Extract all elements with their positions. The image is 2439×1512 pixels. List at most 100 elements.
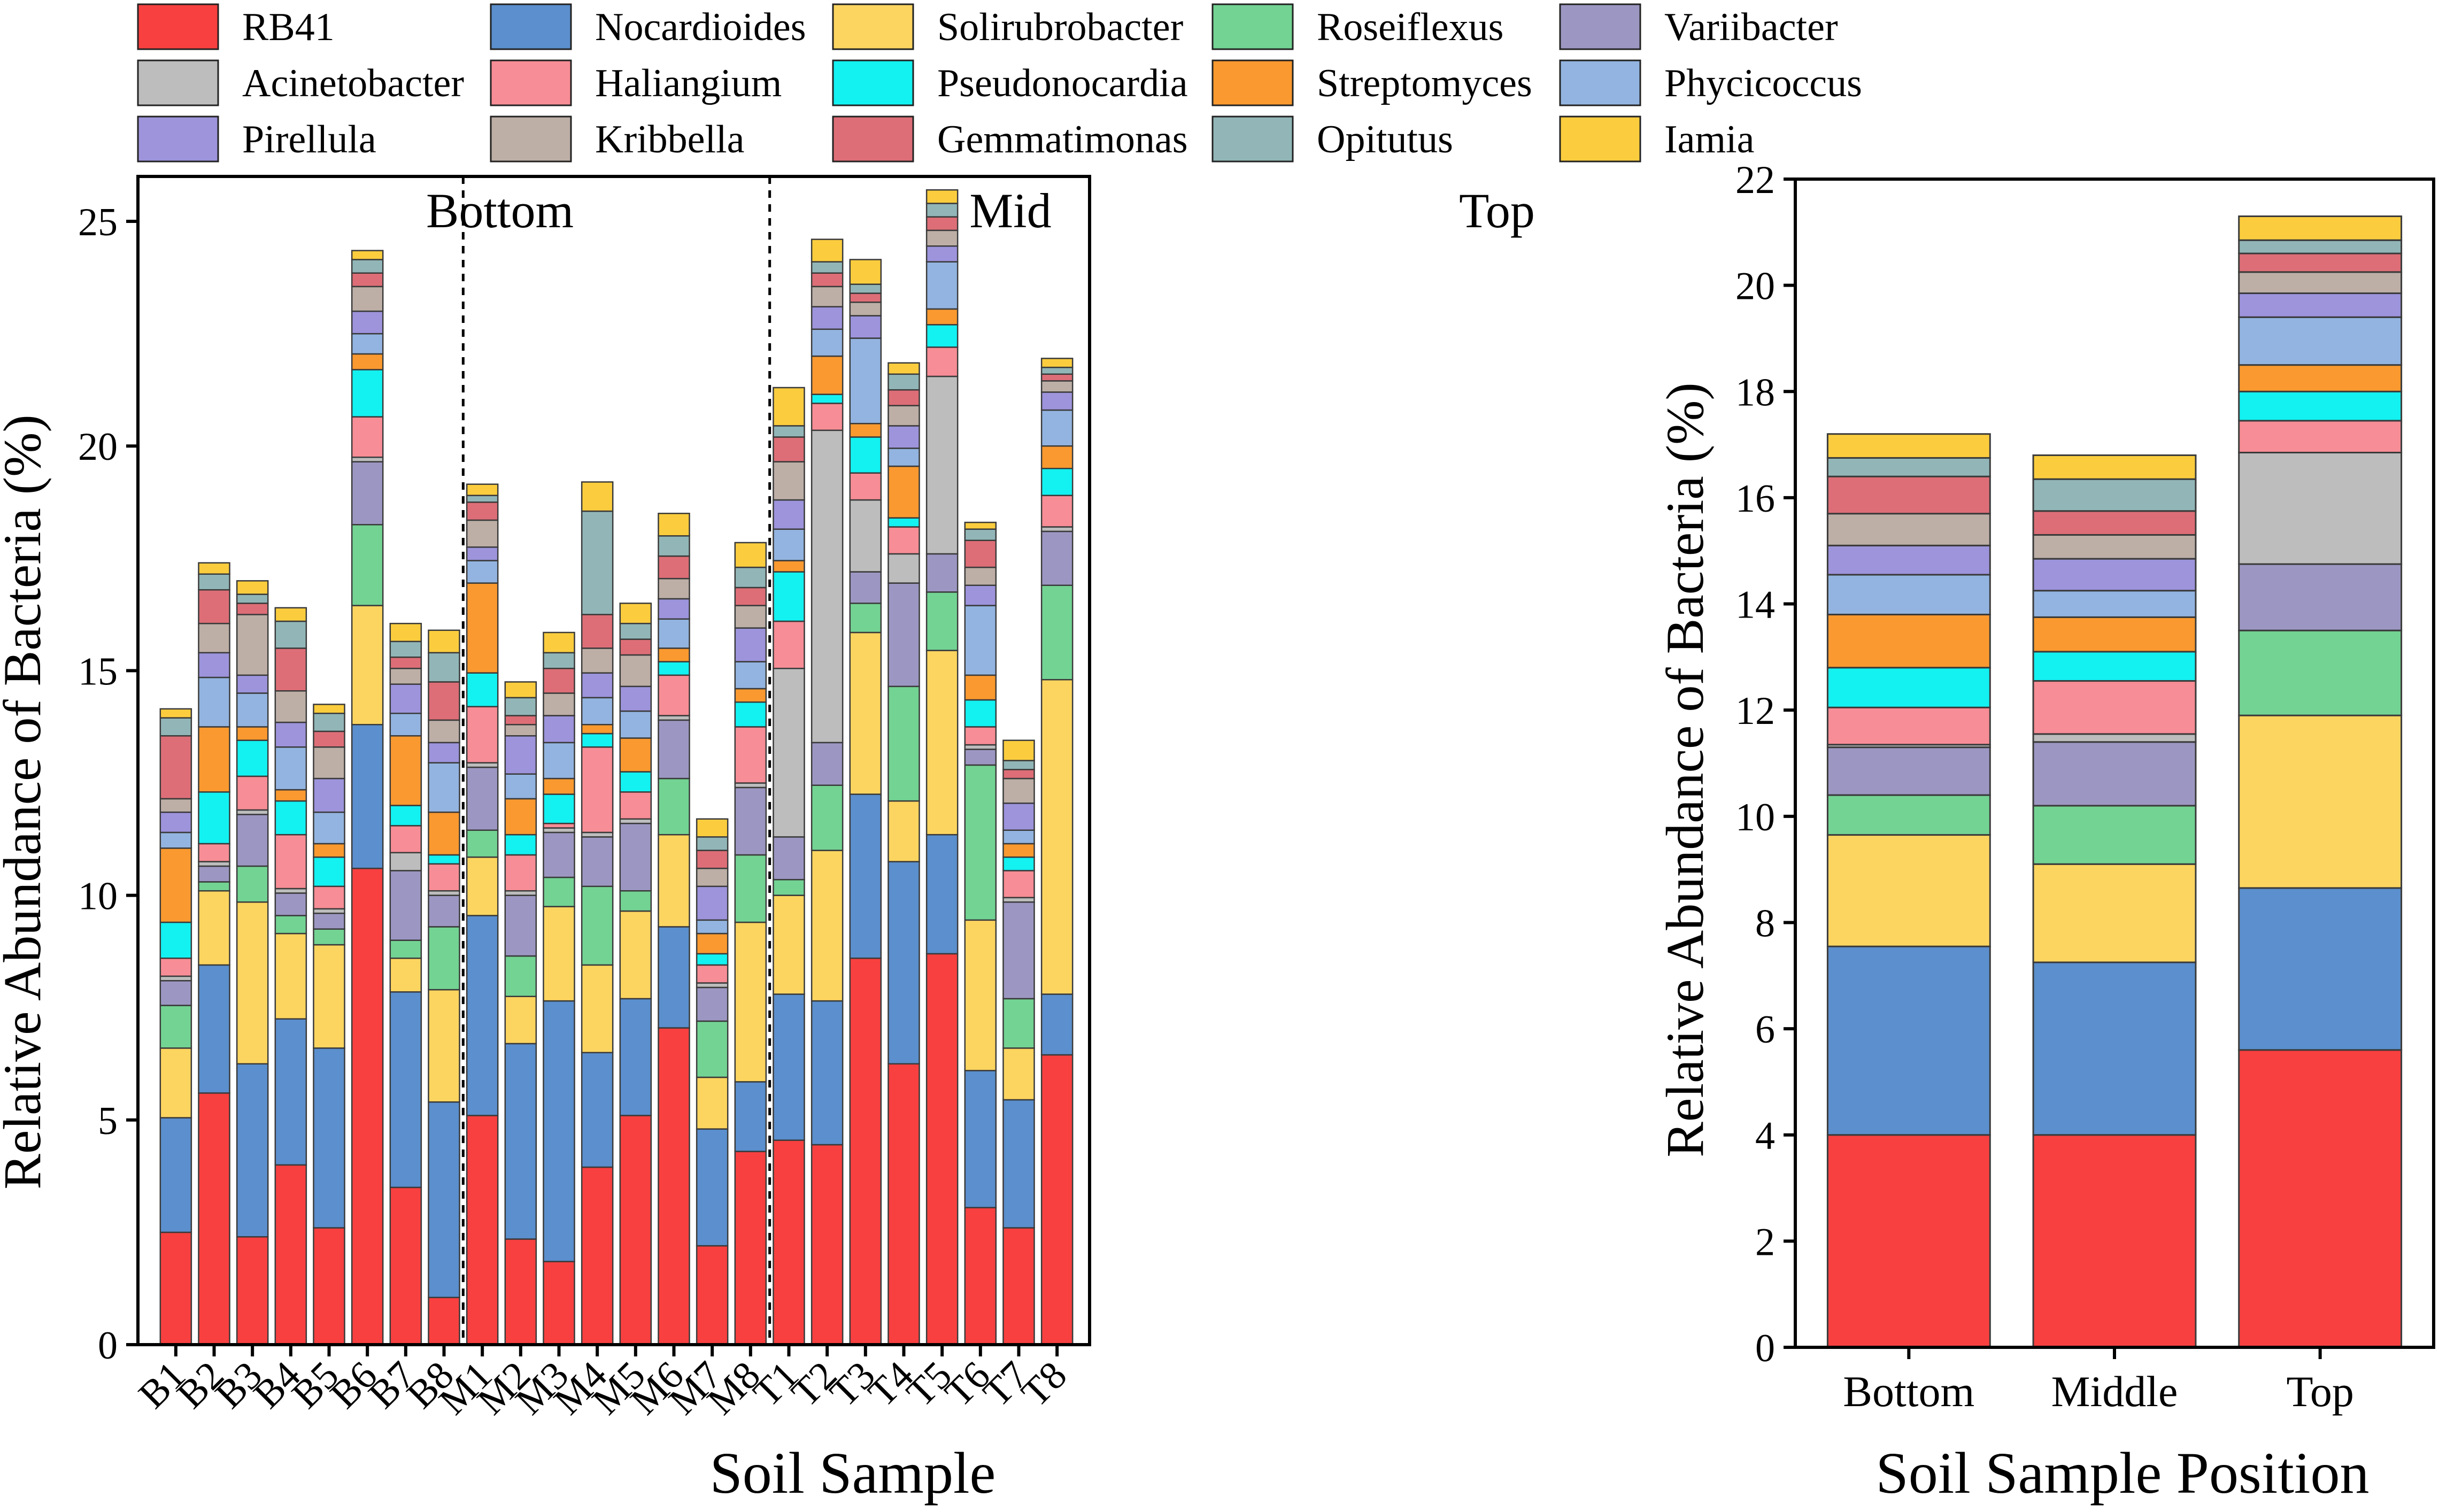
bar-segment-bottom-rb41 xyxy=(1826,1134,1991,1348)
legend-swatch-kribbella xyxy=(490,115,572,163)
legend-label-variibacter: Variibacter xyxy=(1664,5,1838,49)
bar-segment-t4-gemmatimonas xyxy=(887,389,920,406)
bar-segment-middle-gemmatimonas xyxy=(2032,510,2197,536)
bar-segment-m3-nocardioides xyxy=(543,1000,575,1262)
bar-segment-t2-pirellula xyxy=(811,306,844,330)
legend-label-iamia: Iamia xyxy=(1664,118,1754,161)
bar-segment-t4-roseiflexus xyxy=(887,685,920,802)
bar-segment-b2-variibacter xyxy=(198,865,230,883)
bar-segment-m1-phycicoccus xyxy=(466,560,499,584)
bar-segment-m1-kribbella xyxy=(466,519,499,548)
bar-segment-m4-iamia xyxy=(581,481,614,512)
bar-segment-t7-kribbella xyxy=(1002,777,1035,804)
bar-segment-t1-haliangium xyxy=(773,620,805,669)
bar-segment-b1-roseiflexus xyxy=(159,1005,192,1049)
bar-segment-m4-solirubrobacter xyxy=(581,964,614,1053)
bar-segment-b1-rb41 xyxy=(159,1231,192,1346)
bar-segment-b7-roseiflexus xyxy=(389,939,422,959)
bar-segment-t6-roseiflexus xyxy=(964,764,997,921)
bar-segment-m2-kribbella xyxy=(504,724,537,737)
bar-segment-b2-haliangium xyxy=(198,843,230,862)
bar-segment-m7-variibacter xyxy=(696,986,729,1022)
bar-segment-m1-rb41 xyxy=(466,1115,499,1346)
bar-segment-m2-roseiflexus xyxy=(504,955,537,997)
bar-segment-t8-phycicoccus xyxy=(1040,409,1074,447)
bar-segment-m4-nocardioides xyxy=(581,1052,614,1168)
bar-segment-b1-opitutus xyxy=(159,717,192,737)
bar-segment-b7-iamia xyxy=(389,622,422,643)
bar-segment-t1-pirellula xyxy=(773,499,805,530)
bar-segment-m7-acinetobacter xyxy=(696,982,729,989)
bar-segment-t1-gemmatimonas xyxy=(773,436,805,462)
bar-segment-m8-pseudonocardia xyxy=(734,701,767,728)
bar-segment-t3-phycicoccus xyxy=(849,337,882,425)
legend-label-opitutus: Opitutus xyxy=(1317,118,1453,161)
y-tick-label: 8 xyxy=(1755,901,1775,945)
bar-segment-b1-streptomyces xyxy=(159,847,192,923)
bar-segment-m6-pirellula xyxy=(658,598,690,620)
bar-segment-m2-pseudonocardia xyxy=(504,834,537,856)
bar-segment-b3-pseudonocardia xyxy=(236,739,269,777)
bar-segment-top-opitutus xyxy=(2238,239,2403,254)
bar-segment-middle-iamia xyxy=(2032,454,2197,480)
bar-segment-t1-phycicoccus xyxy=(773,528,805,561)
bar-segment-middle-streptomyces xyxy=(2032,616,2197,653)
bar-segment-m6-nocardioides xyxy=(658,926,690,1029)
bar-segment-m5-variibacter xyxy=(619,822,652,892)
right-y-axis: 0 2 4 6 8 10 12 14 16 18 20 22 xyxy=(1735,158,1795,1370)
bar-segment-b6-iamia xyxy=(351,250,384,260)
bar-segment-t2-phycicoccus xyxy=(811,328,844,357)
bar-segment-t5-streptomyces xyxy=(925,308,959,326)
legend-label-pseudonocardia: Pseudonocardia xyxy=(937,61,1188,105)
x-tick-label: Bottom xyxy=(1843,1367,1974,1416)
bar-segment-m3-streptomyces xyxy=(543,777,575,795)
bar-segment-b6-phycicoccus xyxy=(351,333,384,355)
bar-segment-middle-roseiflexus xyxy=(2032,805,2197,865)
left-bars xyxy=(159,189,1074,1346)
bar-segment-m7-streptomyces xyxy=(696,932,729,955)
bar-segment-bottom-iamia xyxy=(1826,433,1991,459)
bar-segment-t7-streptomyces xyxy=(1002,843,1035,858)
bar-segment-m6-haliangium xyxy=(658,674,690,716)
bar-segment-b3-variibacter xyxy=(236,814,269,867)
bar-segment-bottom-haliangium xyxy=(1826,706,1991,746)
bar-segment-m8-variibacter xyxy=(734,786,767,856)
bar-segment-m6-streptomyces xyxy=(658,647,690,662)
bar-segment-t3-variibacter xyxy=(849,571,882,604)
bar-segment-t4-rb41 xyxy=(887,1063,920,1346)
bar-segment-b5-phycicoccus xyxy=(313,811,345,845)
bar-segment-m4-opitutus xyxy=(581,510,614,615)
bar-segment-m8-solirubrobacter xyxy=(734,921,767,1083)
bar-segment-b8-streptomyces xyxy=(428,811,460,856)
bar-segment-b1-acinetobacter xyxy=(159,975,192,982)
bar-segment-t7-haliangium xyxy=(1002,870,1035,899)
bar-segment-m5-iamia xyxy=(619,603,652,624)
bar-segment-b6-rb41 xyxy=(351,867,384,1346)
x-tick-label: Top xyxy=(2286,1367,2353,1416)
bar-segment-m4-rb41 xyxy=(581,1166,614,1346)
bar-segment-b4-phycicoccus xyxy=(274,746,307,791)
bar-segment-t2-rb41 xyxy=(811,1144,844,1346)
bar-segment-m7-solirubrobacter xyxy=(696,1076,729,1130)
bar-segment-t4-haliangium xyxy=(887,526,920,555)
bar-segment-t5-phycicoccus xyxy=(925,261,959,310)
right-bars xyxy=(1826,215,2403,1348)
bar-segment-t8-roseiflexus xyxy=(1040,584,1074,681)
bar-segment-middle-haliangium xyxy=(2032,680,2197,735)
bar-segment-t4-kribbella xyxy=(887,405,920,427)
bar-segment-b7-solirubrobacter xyxy=(389,958,422,993)
legend-swatch-opitutus xyxy=(1211,115,1294,163)
bar-segment-t3-gemmatimonas xyxy=(849,292,882,303)
bar-segment-t5-pseudonocardia xyxy=(925,324,959,348)
bar-segment-t2-acinetobacter xyxy=(811,429,844,744)
bar-segment-m6-gemmatimonas xyxy=(658,555,690,580)
legend-swatch-phycicoccus xyxy=(1559,59,1641,106)
bar-segment-b2-opitutus xyxy=(198,573,230,591)
bar-segment-t6-solirubrobacter xyxy=(964,919,997,1071)
bar-segment-top-iamia xyxy=(2238,215,2403,241)
left-y-axis: 0 5 10 15 20 25 xyxy=(78,200,138,1368)
bar-segment-t7-opitutus xyxy=(1002,760,1035,770)
bar-segment-m6-rb41 xyxy=(658,1027,690,1346)
bar-segment-b1-haliangium xyxy=(159,958,192,977)
legend-swatch-acinetobacter xyxy=(137,59,219,106)
